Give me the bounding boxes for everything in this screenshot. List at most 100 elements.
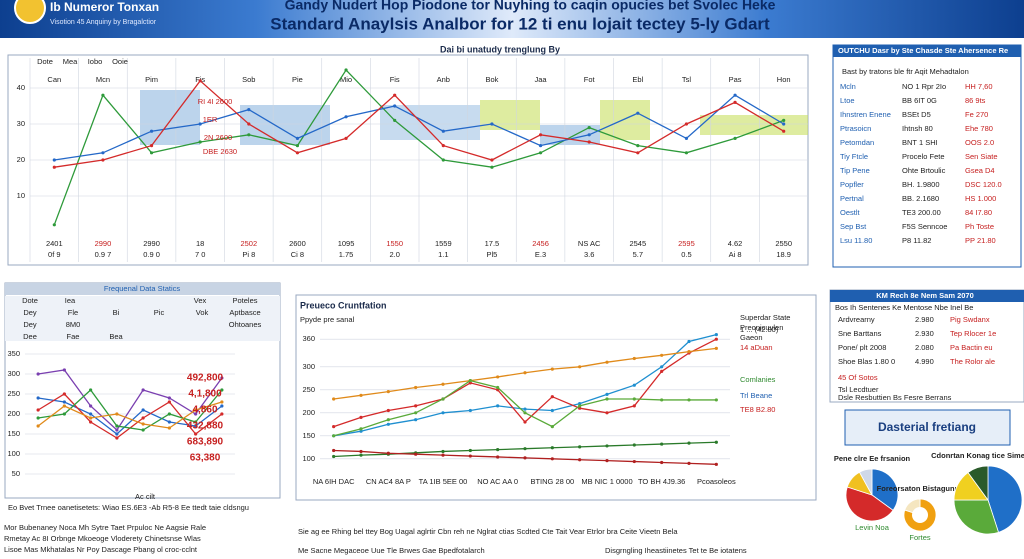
table-cell: 1.75 — [339, 250, 354, 259]
col-header: Iobo — [88, 57, 103, 66]
point — [550, 408, 554, 413]
point — [386, 408, 390, 413]
point — [167, 412, 171, 416]
table-cell: 2990 — [95, 239, 112, 248]
series-line — [54, 79, 785, 168]
table-cell: Aptbasce — [229, 308, 260, 317]
point — [295, 151, 300, 155]
table-cell: Ardvrearny — [838, 315, 875, 324]
point — [587, 140, 591, 144]
table-cell: Dey — [23, 308, 37, 317]
point — [490, 158, 494, 162]
annotation: 1 ... (42.80) — [740, 325, 779, 334]
point — [167, 426, 171, 430]
point — [468, 408, 472, 413]
point — [687, 461, 691, 465]
band — [600, 100, 650, 140]
point — [194, 432, 198, 436]
sidebar-cell: BH. 1.9800 — [902, 180, 940, 189]
point — [550, 395, 554, 399]
point — [550, 367, 554, 371]
sidebar-cell: Ihnstren Enene — [840, 110, 891, 119]
point — [468, 381, 472, 385]
table-cell: 0f 9 — [48, 250, 61, 259]
y-tick-label: 360 — [302, 334, 315, 343]
point — [660, 369, 664, 373]
sidebar-cell: Lsu 11.80 — [840, 236, 872, 245]
point — [523, 407, 527, 411]
x-tick-label: NO AC AA 0 — [477, 477, 518, 486]
table-cell: Ci 8 — [291, 250, 304, 259]
sidebar-cell: BNT 1 SHI — [902, 138, 938, 147]
point — [587, 126, 591, 130]
y-tick-label: 30 — [17, 119, 25, 128]
col-header: Mea — [63, 57, 78, 66]
point — [62, 404, 66, 408]
table-cell: 2545 — [629, 239, 646, 248]
point — [194, 408, 198, 412]
point — [149, 144, 154, 148]
point — [194, 420, 198, 424]
point — [632, 443, 636, 447]
point — [115, 424, 119, 428]
pie-slice — [953, 499, 1000, 535]
table-cell: Vok — [196, 308, 209, 317]
sidebar-cell: Ltoe — [840, 96, 855, 105]
col-header: Poteles — [232, 296, 257, 305]
pie-slice — [967, 465, 989, 502]
left-table-bg — [5, 296, 280, 341]
table-cell: 7 0 — [195, 250, 205, 259]
point — [523, 420, 527, 424]
point — [684, 122, 689, 126]
sidebar-cell: Tip Pene — [840, 166, 870, 175]
point — [605, 444, 609, 448]
footer-line: Lisoe Mas Mkhatalas Nr Poy Dascage Pbang… — [4, 545, 198, 554]
point — [632, 356, 636, 361]
point — [62, 412, 66, 416]
header-title: Gandy Nudert Hop Piodone tor Nuyhing to … — [285, 0, 776, 13]
pie-title: Foreorsaton Bistagunue — [877, 484, 964, 493]
point — [714, 440, 718, 444]
point — [441, 411, 445, 415]
x-tick-label: Tsl — [682, 75, 692, 84]
point — [687, 339, 691, 344]
table-cell: Fle — [68, 308, 78, 317]
point — [52, 223, 56, 227]
table-cell: Dee — [23, 332, 37, 341]
point — [605, 411, 609, 415]
point — [632, 383, 636, 387]
y-tick-label: 300 — [302, 362, 315, 371]
point — [386, 418, 390, 422]
table-cell: Sne Barttans — [838, 329, 882, 338]
panel-title: KM Rech 8e Nem Sam 2070 — [876, 291, 974, 300]
note: Dsle Resbuttien Bs Fesre Berrans — [838, 393, 952, 402]
point — [605, 360, 609, 364]
table-cell: NS AC — [578, 239, 601, 248]
table-cell: 0.5 — [681, 250, 691, 259]
point — [496, 448, 500, 452]
table-cell: 0.9 0 — [143, 250, 160, 259]
sidebar-cell: TE3 200.00 — [902, 208, 941, 217]
point — [636, 144, 640, 148]
point — [36, 372, 40, 376]
sidebar-cell: Ptrasoicn — [840, 124, 871, 133]
point — [220, 388, 224, 392]
series-line — [38, 389, 223, 431]
annotation: RI 4I 2600 — [198, 97, 233, 106]
point — [359, 429, 363, 433]
sidebar-cell: Petomdan — [840, 138, 874, 147]
point — [359, 393, 363, 397]
point — [141, 408, 145, 412]
point — [782, 118, 786, 122]
table-cell: 2502 — [240, 239, 257, 248]
point — [733, 100, 737, 104]
series-line — [38, 369, 223, 431]
point — [36, 416, 40, 420]
point — [538, 144, 543, 148]
sidebar-cell: Ph Toste — [965, 222, 994, 231]
point — [660, 365, 664, 369]
sidebar-cell: Sen Siate — [965, 152, 998, 161]
point — [490, 122, 494, 126]
point — [344, 136, 348, 140]
sidebar-cell: BSEt D5 — [902, 110, 931, 119]
